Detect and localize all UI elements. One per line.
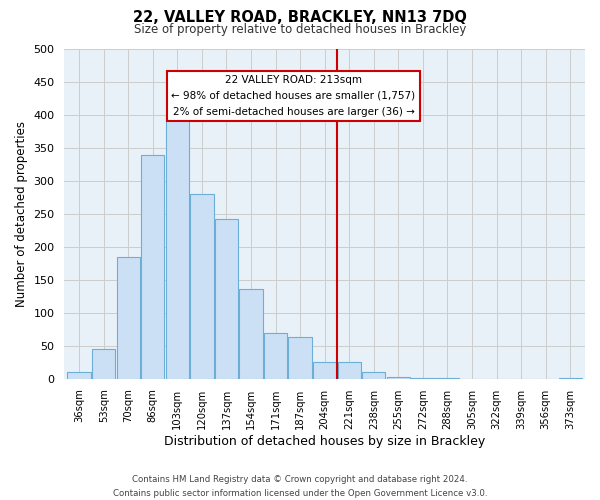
Bar: [264, 332, 287, 379]
Bar: [338, 362, 361, 379]
Bar: [313, 362, 337, 379]
Bar: [116, 258, 140, 379]
Bar: [141, 154, 164, 379]
Text: Contains HM Land Registry data © Crown copyright and database right 2024.
Contai: Contains HM Land Registry data © Crown c…: [113, 476, 487, 498]
Bar: [411, 378, 434, 379]
Bar: [436, 378, 459, 379]
Bar: [92, 348, 115, 379]
Bar: [190, 194, 214, 379]
Text: 22, VALLEY ROAD, BRACKLEY, NN13 7DQ: 22, VALLEY ROAD, BRACKLEY, NN13 7DQ: [133, 10, 467, 25]
Bar: [362, 372, 385, 379]
Text: 22 VALLEY ROAD: 213sqm
← 98% of detached houses are smaller (1,757)
2% of semi-d: 22 VALLEY ROAD: 213sqm ← 98% of detached…: [172, 76, 416, 116]
X-axis label: Distribution of detached houses by size in Brackley: Distribution of detached houses by size …: [164, 434, 485, 448]
Bar: [67, 372, 91, 379]
Bar: [166, 115, 189, 379]
Y-axis label: Number of detached properties: Number of detached properties: [15, 121, 28, 307]
Bar: [289, 338, 312, 379]
Bar: [239, 289, 263, 379]
Bar: [387, 377, 410, 379]
Bar: [559, 378, 582, 379]
Bar: [215, 218, 238, 379]
Text: Size of property relative to detached houses in Brackley: Size of property relative to detached ho…: [134, 22, 466, 36]
